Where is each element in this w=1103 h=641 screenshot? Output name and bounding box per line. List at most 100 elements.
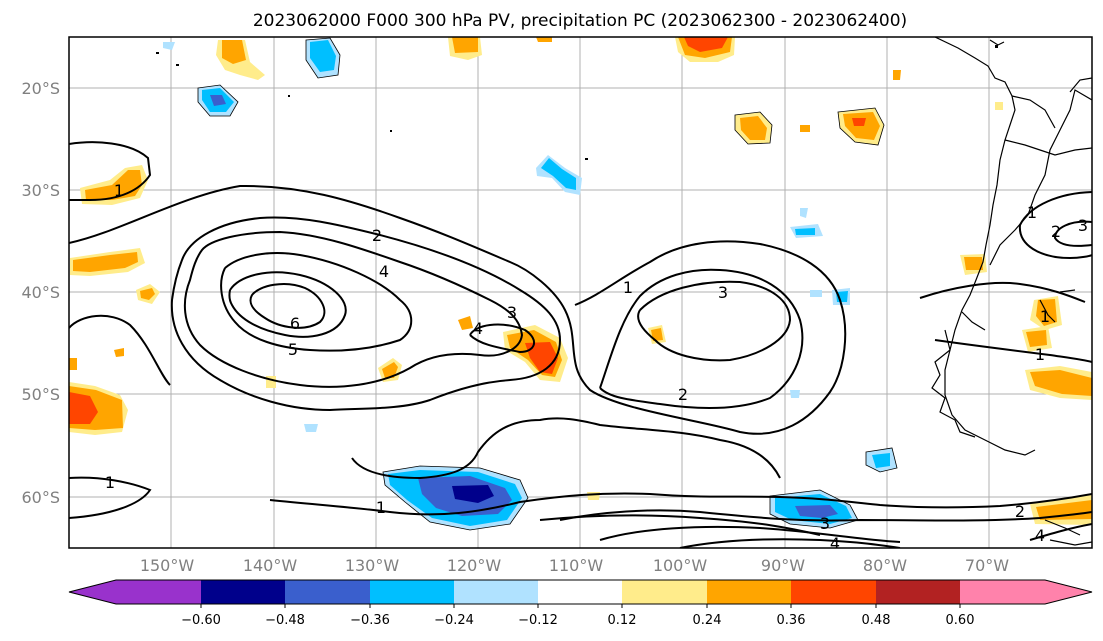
map-panel: 1 1 1 1 1 1 1 2 2 2 2 3 3 3 3 4 4 4 4 5 bbox=[68, 36, 1093, 553]
precip-patch bbox=[770, 490, 858, 528]
pv-contour-1 bbox=[919, 281, 1086, 303]
lon-label: 80°W bbox=[863, 556, 907, 575]
lon-label: 100°W bbox=[653, 556, 708, 575]
pv-contour-3 bbox=[1053, 220, 1092, 247]
pv-contour-4 bbox=[220, 252, 413, 352]
colorbar-tick-label: −0.12 bbox=[518, 613, 558, 628]
precip-positive-patches bbox=[69, 37, 1092, 525]
contour-label: 1 bbox=[1040, 307, 1050, 326]
lat-label: 20°S bbox=[21, 79, 60, 98]
colorbar-segment bbox=[538, 580, 623, 604]
colorbar-ticks bbox=[200, 604, 961, 608]
contour-label: 1 bbox=[1027, 203, 1037, 222]
border-line bbox=[961, 311, 986, 331]
colorbar-high-extension bbox=[1045, 580, 1092, 604]
pv-contour-2 bbox=[1018, 191, 1092, 260]
precip-patch bbox=[304, 424, 318, 432]
precip-patch bbox=[216, 40, 265, 80]
precip-patch bbox=[163, 42, 175, 50]
colorbar-segment bbox=[454, 580, 539, 604]
colorbar-tick-label: 0.60 bbox=[946, 613, 975, 628]
colorbar-tick-label: −0.48 bbox=[265, 613, 305, 628]
precip-patch bbox=[536, 37, 552, 42]
colorbar-segment bbox=[116, 580, 201, 604]
precip-patch bbox=[114, 348, 124, 357]
contour-label: 1 bbox=[623, 278, 633, 297]
argentina-border bbox=[989, 89, 1092, 266]
pv-contours bbox=[69, 141, 1092, 548]
colorbar-segment bbox=[791, 580, 876, 604]
pv-contour-3 bbox=[469, 323, 535, 354]
longitude-labels: 150°W 140°W 130°W 120°W 110°W 100°W 90°W… bbox=[140, 556, 1009, 575]
pv-contour-2 bbox=[170, 216, 562, 412]
colorbar-segment bbox=[201, 580, 286, 604]
contour-label: 1 bbox=[114, 181, 124, 200]
precip-patch bbox=[536, 155, 582, 195]
lon-label: 140°W bbox=[243, 556, 298, 575]
contour-label: 4 bbox=[379, 262, 389, 281]
colorbar: −0.60 −0.48 −0.36 −0.24 −0.12 0.12 0.24 … bbox=[68, 579, 1093, 628]
contour-label: 3 bbox=[820, 514, 830, 533]
pv-contour-4 bbox=[1029, 523, 1092, 541]
precip-patch bbox=[893, 70, 901, 80]
contour-label: 2 bbox=[372, 226, 382, 245]
lat-label: 40°S bbox=[21, 283, 60, 302]
lat-label: 50°S bbox=[21, 385, 60, 404]
border-line bbox=[1059, 289, 1076, 293]
contour-label: 1 bbox=[1035, 345, 1045, 364]
precip-negative-patches bbox=[163, 38, 897, 530]
border-line bbox=[1039, 299, 1056, 323]
contour-label: 3 bbox=[507, 303, 517, 322]
colorbar-tick-label: 0.24 bbox=[693, 613, 722, 628]
pv-contour-1 bbox=[69, 184, 847, 435]
coastlines bbox=[931, 37, 1092, 546]
precip-patch bbox=[70, 248, 145, 276]
colorbar-segment bbox=[960, 580, 1045, 604]
pv-contour-1 bbox=[69, 314, 171, 386]
contour-label: 4 bbox=[473, 319, 483, 338]
lon-label: 120°W bbox=[447, 556, 502, 575]
colorbar-tick-label: 0.48 bbox=[862, 613, 891, 628]
pv-contour-2 bbox=[599, 268, 804, 409]
south-america-coastline bbox=[934, 37, 1036, 456]
contour-label: 5 bbox=[288, 340, 298, 359]
pv-contour-1 bbox=[351, 417, 781, 480]
pv-contour-2 bbox=[599, 525, 901, 543]
colorbar-segment bbox=[876, 580, 961, 604]
colorbar-tick-label: 0.36 bbox=[777, 613, 806, 628]
pv-contour-3 bbox=[637, 280, 792, 362]
coastline-fragment bbox=[1044, 519, 1081, 536]
contour-label: 3 bbox=[1078, 216, 1088, 235]
coastline-fragment bbox=[1049, 539, 1092, 546]
precip-patch bbox=[448, 37, 482, 60]
colorbar-tick-label: −0.24 bbox=[434, 613, 474, 628]
pv-contour-1 bbox=[934, 339, 1092, 363]
pv-contour-1 bbox=[269, 492, 1092, 516]
precip-patch bbox=[378, 358, 402, 382]
contour-label: 4 bbox=[830, 534, 840, 553]
precip-patch bbox=[458, 316, 473, 330]
precip-patch bbox=[800, 125, 810, 132]
precip-patch bbox=[1022, 326, 1052, 352]
precip-patch bbox=[790, 224, 823, 238]
latitude-labels: 20°S 30°S 40°S 50°S 60°S bbox=[21, 79, 60, 507]
precip-patch bbox=[587, 492, 600, 500]
precip-patch bbox=[675, 37, 735, 62]
contour-label: 1 bbox=[105, 473, 115, 492]
pv-contour-4 bbox=[679, 538, 901, 548]
colorbar-segment bbox=[622, 580, 707, 604]
precip-patch bbox=[1025, 366, 1092, 400]
precip-patch bbox=[810, 290, 822, 297]
colorbar-outline bbox=[68, 579, 1093, 605]
lon-label: 130°W bbox=[345, 556, 400, 575]
precip-patch bbox=[866, 448, 897, 472]
contour-label: 2 bbox=[1051, 222, 1061, 241]
lat-label: 30°S bbox=[21, 181, 60, 200]
pv-contour-labels: 1 1 1 1 1 1 1 2 2 2 2 3 3 3 3 4 4 4 4 5 bbox=[105, 181, 1088, 553]
colorbar-tick-label: −0.60 bbox=[181, 613, 221, 628]
colorbar-segment bbox=[707, 580, 792, 604]
pv-contour-3 bbox=[183, 230, 524, 388]
precip-patch bbox=[69, 382, 128, 435]
pv-contour-1 bbox=[69, 141, 152, 201]
contour-label: 4 bbox=[1035, 526, 1045, 545]
